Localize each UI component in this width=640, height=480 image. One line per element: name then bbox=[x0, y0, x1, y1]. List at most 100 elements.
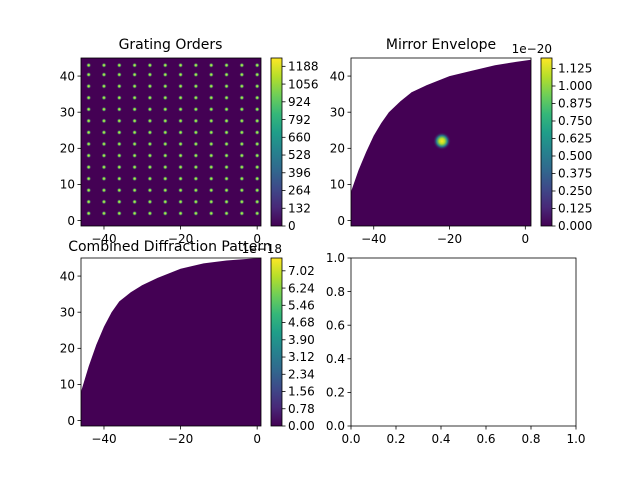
colorbar-frame bbox=[270, 257, 283, 427]
colorbar-tick-label: 6.24 bbox=[288, 281, 315, 295]
x-tick-label: −20 bbox=[168, 432, 193, 446]
grating-peak bbox=[132, 129, 138, 136]
colorbar-gradient bbox=[271, 258, 282, 426]
panel-1-title: Grating Orders bbox=[119, 37, 223, 53]
colorbar-tick-label: 0.00 bbox=[288, 419, 315, 433]
grating-peak bbox=[177, 199, 184, 205]
grating-peak bbox=[147, 187, 153, 193]
colorbar-tick-label: 924 bbox=[288, 95, 311, 109]
grating-peak bbox=[116, 106, 122, 112]
axes-frame bbox=[80, 57, 262, 227]
colorbar-tick-label: 1056 bbox=[288, 77, 319, 91]
grating-peak bbox=[177, 62, 184, 68]
grating-peak bbox=[239, 129, 245, 136]
grating-peak bbox=[223, 72, 230, 78]
grating-peak bbox=[116, 152, 122, 159]
grating-peak bbox=[193, 106, 199, 112]
grating-peak bbox=[101, 141, 107, 147]
grating-peak bbox=[239, 106, 245, 112]
grating-peak bbox=[101, 152, 107, 159]
grating-peak bbox=[254, 129, 260, 136]
y-tick-label: 0.0 bbox=[326, 419, 345, 433]
grating-peak bbox=[132, 106, 138, 112]
grating-peak bbox=[177, 187, 184, 193]
x-tick-label: 0 bbox=[521, 232, 529, 246]
grating-peak bbox=[239, 72, 245, 78]
grating-peak bbox=[177, 152, 184, 159]
grating-peak bbox=[86, 152, 92, 159]
panel-2-colorbar: 0.000 0.125 0.250 0.375 0.500 0.625 0.750 0.875… bbox=[512, 42, 593, 233]
grating-peak bbox=[132, 83, 138, 89]
grating-peak bbox=[223, 106, 230, 112]
x-tick-label: −20 bbox=[168, 232, 193, 246]
colorbar-tick-label: 132 bbox=[288, 201, 311, 215]
grating-peak bbox=[162, 72, 168, 78]
y-tick-label: 0 bbox=[337, 214, 345, 228]
axes-frame bbox=[80, 257, 262, 427]
grating-peak bbox=[116, 95, 122, 101]
colorbar-tick-label: 0.000 bbox=[558, 219, 592, 233]
axes-frame bbox=[350, 257, 577, 427]
panel-2-plot-area bbox=[351, 59, 531, 226]
grating-peak bbox=[208, 199, 214, 205]
colorbar-tick-label: 1.000 bbox=[558, 79, 592, 93]
y-tick-label: 10 bbox=[330, 178, 345, 192]
grating-peak bbox=[254, 95, 260, 101]
heatmap-background bbox=[81, 58, 261, 226]
grating-peak bbox=[239, 164, 245, 170]
grating-peak bbox=[254, 141, 260, 147]
grating-peak bbox=[208, 164, 214, 170]
grating-peak bbox=[254, 210, 260, 216]
y-tick-label: 0.4 bbox=[326, 352, 345, 366]
grating-peak bbox=[162, 176, 168, 182]
grating-peak bbox=[177, 129, 184, 136]
x-tick-label: −40 bbox=[91, 432, 116, 446]
grating-peak bbox=[132, 95, 138, 101]
grating-peak bbox=[132, 176, 138, 182]
grating-peak bbox=[162, 95, 168, 101]
grating-peak bbox=[223, 152, 230, 159]
grating-peak bbox=[254, 118, 260, 124]
colorbar-tick-label: 0.125 bbox=[558, 202, 592, 216]
colorbar-tick-label: 1188 bbox=[288, 60, 319, 74]
grating-peak bbox=[116, 129, 122, 136]
grating-peak bbox=[86, 118, 92, 124]
colorbar-tick-label: 0 bbox=[288, 219, 296, 233]
panel-4-axes: 0.0 0.2 0.4 0.6 0.8 1.0 0.0 0.2 0.4 0.6 0.8 1.0 bbox=[326, 251, 586, 446]
grating-peak bbox=[86, 83, 92, 89]
grating-peak bbox=[193, 164, 199, 170]
grating-peak bbox=[177, 141, 184, 147]
x-tick-label: 0 bbox=[253, 232, 261, 246]
colorbar-tick-label: 0.875 bbox=[558, 97, 592, 111]
grating-peak bbox=[254, 176, 260, 182]
x-tick-label: 1.0 bbox=[566, 432, 585, 446]
grating-peak bbox=[101, 118, 107, 124]
y-tick-label: 20 bbox=[60, 342, 75, 356]
grating-peak bbox=[239, 62, 245, 68]
grating-peak bbox=[101, 95, 107, 101]
x-tick-label: 0 bbox=[253, 432, 261, 446]
y-tick-label: 0.2 bbox=[326, 386, 345, 400]
grating-peak bbox=[208, 176, 214, 182]
grating-peak bbox=[132, 152, 138, 159]
x-tick-label: −40 bbox=[91, 232, 116, 246]
grating-peak bbox=[239, 152, 245, 159]
grating-peak bbox=[208, 72, 214, 78]
panel-2-axes: −40 −20 0 0 10 20 30 40 bbox=[330, 57, 532, 246]
colorbar-tick-label: 1.125 bbox=[558, 62, 592, 76]
grating-peak bbox=[193, 199, 199, 205]
grating-peak bbox=[254, 152, 260, 159]
grating-peak bbox=[223, 83, 230, 89]
grating-peak bbox=[177, 83, 184, 89]
grating-peak bbox=[132, 187, 138, 193]
y-tick-label: 10 bbox=[60, 378, 75, 392]
grating-peak bbox=[132, 210, 138, 216]
grating-peak bbox=[223, 210, 230, 216]
x-tick-label: 0.6 bbox=[476, 432, 495, 446]
grating-peak bbox=[147, 141, 153, 147]
grating-peak bbox=[254, 106, 260, 112]
grating-peak bbox=[223, 129, 230, 136]
grating-peak bbox=[86, 176, 92, 182]
grating-peak bbox=[132, 141, 138, 147]
x-tick-label: 0.2 bbox=[386, 432, 405, 446]
